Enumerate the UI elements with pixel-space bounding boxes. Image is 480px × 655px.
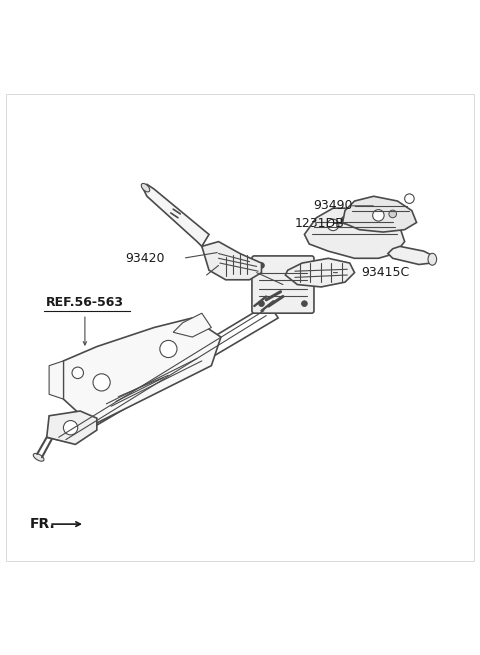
Polygon shape bbox=[47, 304, 278, 442]
Circle shape bbox=[160, 341, 177, 358]
Ellipse shape bbox=[428, 253, 437, 265]
Ellipse shape bbox=[33, 453, 44, 461]
Text: REF.56-563: REF.56-563 bbox=[46, 296, 124, 309]
Circle shape bbox=[327, 219, 339, 231]
Polygon shape bbox=[202, 242, 262, 280]
Polygon shape bbox=[49, 361, 63, 399]
Circle shape bbox=[93, 374, 110, 391]
Polygon shape bbox=[63, 318, 221, 425]
Circle shape bbox=[72, 367, 84, 379]
Polygon shape bbox=[388, 246, 433, 265]
Polygon shape bbox=[304, 208, 405, 258]
Circle shape bbox=[372, 210, 384, 221]
Text: FR.: FR. bbox=[30, 517, 56, 531]
Circle shape bbox=[63, 421, 78, 435]
Circle shape bbox=[301, 263, 307, 269]
Ellipse shape bbox=[141, 183, 150, 192]
Text: 93415C: 93415C bbox=[362, 266, 410, 279]
Polygon shape bbox=[173, 313, 211, 337]
Polygon shape bbox=[47, 411, 97, 445]
Polygon shape bbox=[142, 184, 209, 246]
FancyBboxPatch shape bbox=[252, 256, 314, 313]
Polygon shape bbox=[285, 258, 355, 287]
Circle shape bbox=[259, 301, 264, 307]
Circle shape bbox=[259, 263, 264, 269]
Text: 93490: 93490 bbox=[313, 199, 353, 212]
Polygon shape bbox=[343, 196, 417, 232]
Circle shape bbox=[405, 194, 414, 204]
Text: 1231DB: 1231DB bbox=[294, 217, 344, 230]
Circle shape bbox=[301, 301, 307, 307]
Circle shape bbox=[389, 210, 396, 217]
Text: 93420: 93420 bbox=[125, 252, 164, 265]
Circle shape bbox=[341, 216, 349, 224]
